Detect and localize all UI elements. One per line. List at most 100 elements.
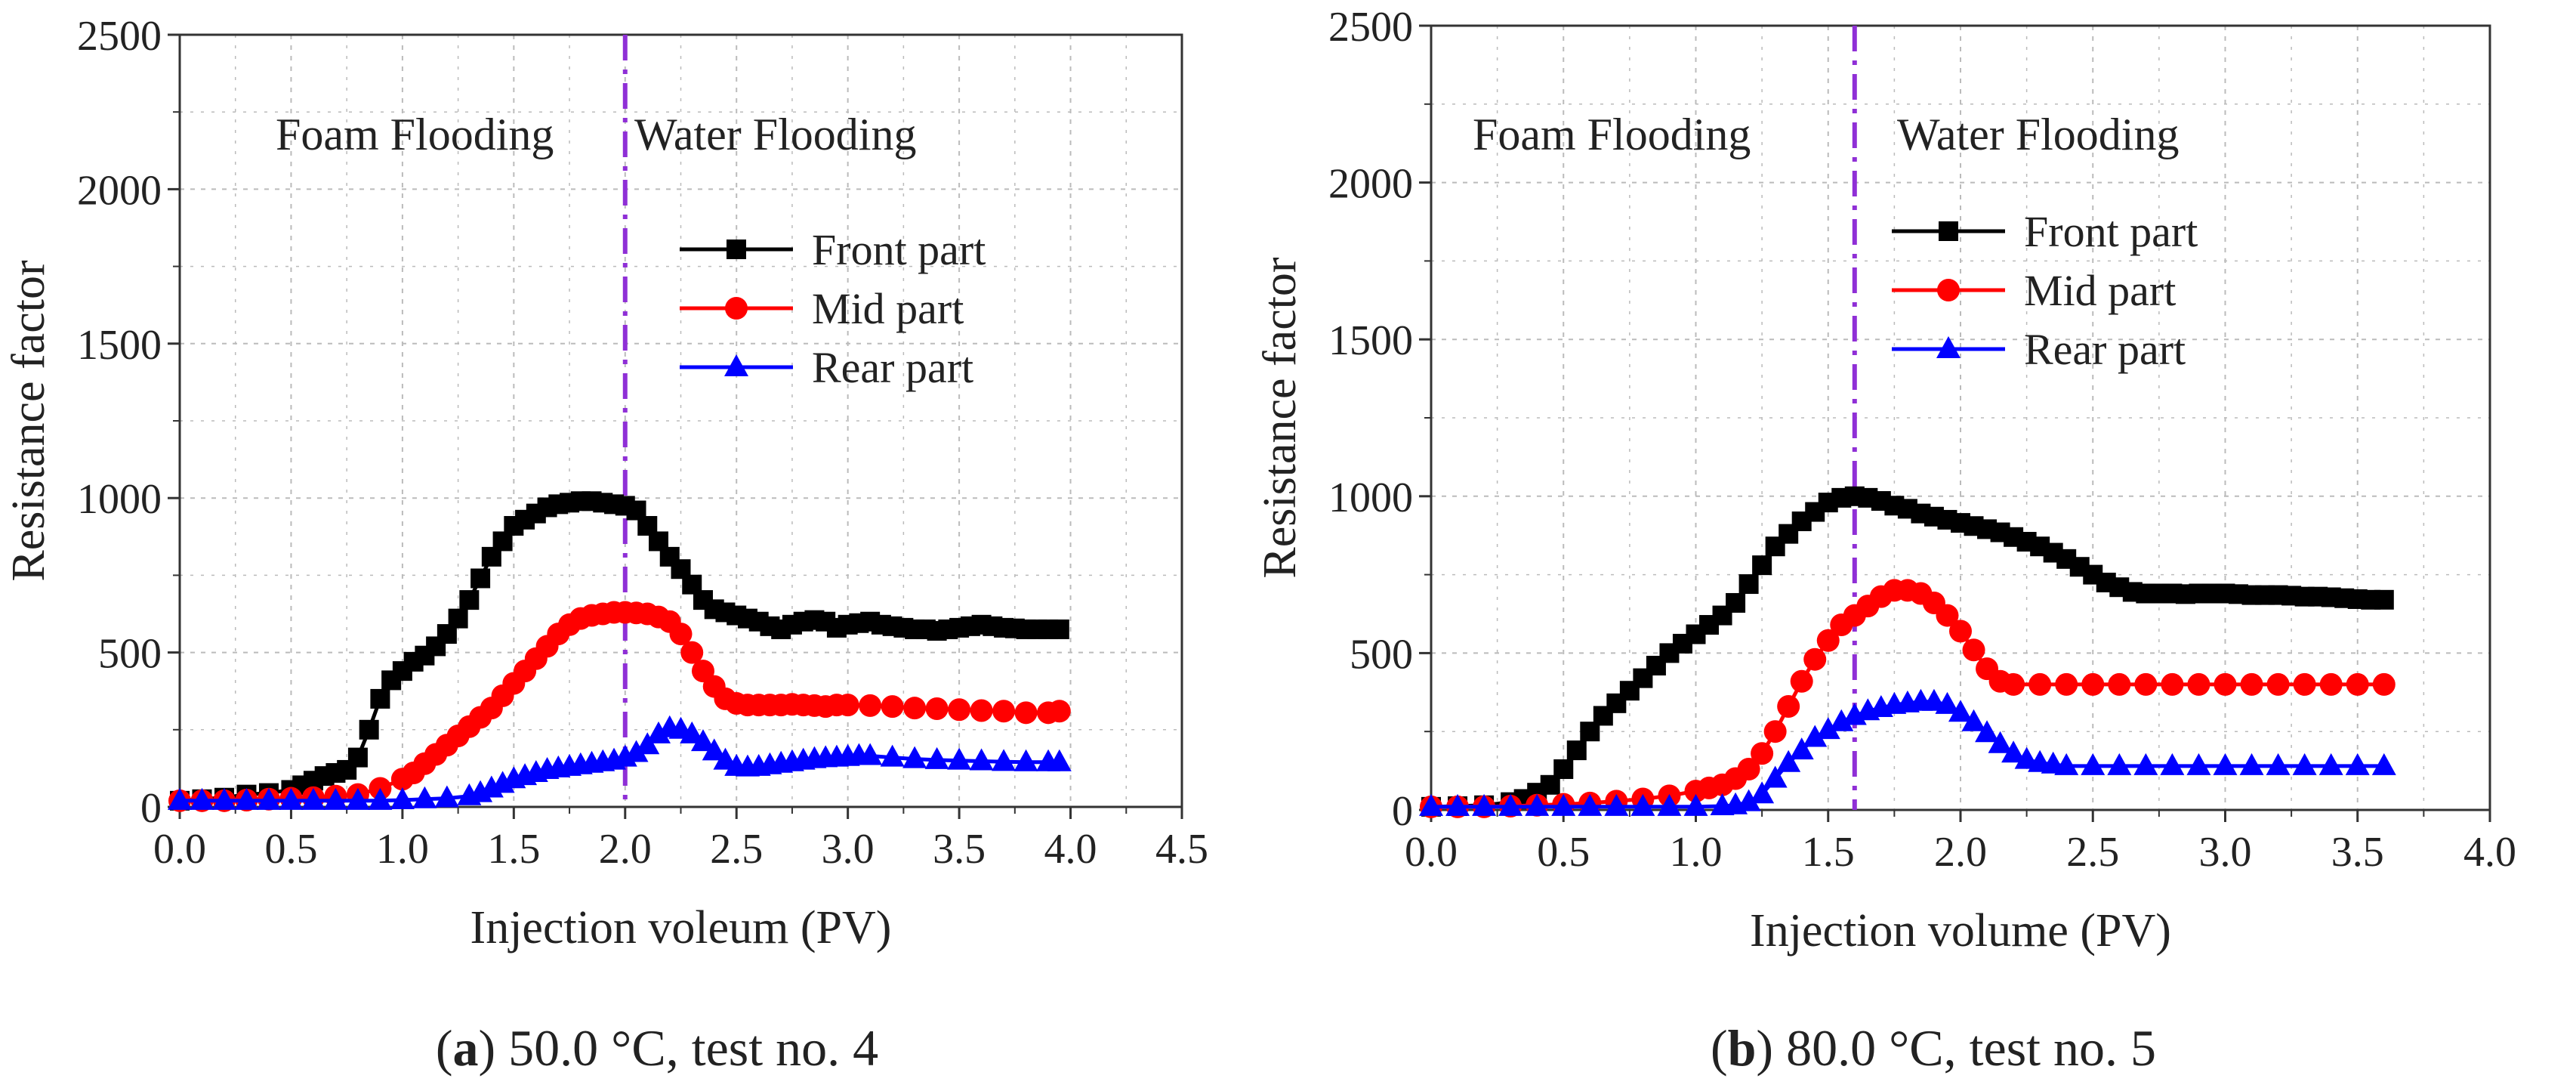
x-axis-title: Injection volume (PV) bbox=[1750, 905, 2171, 957]
region-label-water: Water Flooding bbox=[634, 110, 916, 159]
data-point bbox=[1472, 793, 1497, 816]
data-point bbox=[1014, 701, 1038, 725]
data-point bbox=[1763, 720, 1787, 743]
data-point bbox=[624, 740, 649, 762]
data-point bbox=[1604, 793, 1629, 816]
data-point bbox=[1935, 691, 1960, 714]
data-point bbox=[646, 721, 671, 743]
data-point bbox=[412, 786, 437, 808]
x-tick-label: 4.5 bbox=[1155, 826, 1208, 873]
data-point bbox=[2293, 672, 2316, 696]
data-point bbox=[881, 695, 904, 719]
data-point bbox=[359, 719, 379, 740]
data-point bbox=[1419, 793, 1443, 816]
x-tick-label: 2.0 bbox=[599, 826, 652, 873]
data-point bbox=[924, 746, 949, 769]
data-point bbox=[2345, 753, 2370, 775]
y-tick-label: 500 bbox=[98, 631, 162, 678]
legend-marker bbox=[725, 297, 748, 320]
data-point bbox=[690, 729, 715, 752]
y-tick-label: 2000 bbox=[77, 167, 162, 214]
series-rear-part bbox=[168, 715, 1072, 810]
data-point bbox=[1445, 793, 1470, 816]
data-point bbox=[2346, 672, 2369, 696]
data-point bbox=[2239, 753, 2264, 775]
x-tick-label: 3.0 bbox=[822, 826, 875, 873]
data-point bbox=[301, 787, 325, 810]
x-tick-label: 1.0 bbox=[1670, 829, 1723, 876]
data-point bbox=[1553, 759, 1574, 780]
x-tick-label: 0.0 bbox=[153, 826, 206, 873]
data-point bbox=[903, 697, 927, 720]
x-tick-label: 3.0 bbox=[2199, 829, 2252, 876]
y-tick-label: 2500 bbox=[77, 13, 162, 60]
data-point bbox=[168, 787, 192, 810]
data-point bbox=[1750, 781, 1775, 804]
data-point bbox=[2213, 753, 2238, 775]
legend-marker bbox=[724, 354, 748, 376]
data-point bbox=[1726, 592, 1746, 613]
caption-a: (a) 50.0 °C, test no. 4 bbox=[436, 1019, 878, 1077]
x-tick-label: 4.0 bbox=[2463, 829, 2516, 876]
data-point bbox=[2214, 672, 2237, 696]
data-point bbox=[1803, 725, 1828, 747]
data-point bbox=[2134, 672, 2158, 696]
data-point bbox=[1763, 765, 1788, 788]
data-point bbox=[1736, 789, 1761, 811]
data-point bbox=[2054, 753, 2079, 775]
data-point bbox=[2028, 672, 2052, 696]
data-point bbox=[1961, 709, 1986, 731]
region-label-foam: Foam Flooding bbox=[1473, 110, 1751, 159]
data-point bbox=[323, 787, 348, 810]
data-point bbox=[234, 787, 259, 810]
data-point bbox=[2371, 753, 2396, 775]
data-point bbox=[680, 721, 705, 743]
legend-marker bbox=[1936, 336, 1961, 358]
series-line bbox=[1430, 494, 2384, 809]
data-point bbox=[1047, 700, 1071, 723]
y-tick-label: 2000 bbox=[1328, 161, 1413, 208]
x-tick-label: 0.0 bbox=[1405, 829, 1458, 876]
data-point bbox=[2187, 672, 2210, 696]
x-tick-label: 1.0 bbox=[376, 826, 429, 873]
y-tick-label: 0 bbox=[140, 785, 162, 832]
series-rear-part bbox=[1419, 688, 2396, 816]
panel-a: 0.0 0.5 1.0 1.5 2.0 2.5 3.0 3.5 4.0 4.5 0 500 1000 15… bbox=[3, 13, 1208, 1077]
data-point bbox=[2107, 753, 2132, 775]
data-point bbox=[2081, 672, 2105, 696]
data-point bbox=[470, 568, 491, 589]
y-tick-label: 0 bbox=[1392, 788, 1413, 835]
data-point bbox=[345, 787, 370, 810]
data-point bbox=[2133, 753, 2158, 775]
legend-label: Mid part bbox=[812, 284, 964, 333]
data-point bbox=[1816, 629, 1840, 652]
data-point bbox=[279, 787, 304, 810]
data-point bbox=[1047, 749, 1072, 771]
caption-panel-letter: b bbox=[1728, 1019, 1757, 1077]
data-point bbox=[347, 747, 368, 768]
data-point bbox=[1816, 717, 1840, 740]
data-point bbox=[368, 787, 393, 810]
data-point bbox=[902, 746, 927, 768]
data-point bbox=[1551, 793, 1576, 816]
data-point bbox=[836, 694, 859, 717]
legend-marker bbox=[1939, 221, 1958, 241]
data-point bbox=[434, 785, 459, 808]
y-tick-label: 1000 bbox=[1328, 474, 1413, 521]
data-point bbox=[1738, 574, 1759, 595]
x-tick-label: 0.5 bbox=[264, 826, 317, 873]
data-point bbox=[1751, 742, 1774, 765]
x-tick-label: 2.5 bbox=[710, 826, 763, 873]
y-tick-label: 1000 bbox=[77, 476, 162, 523]
x-tick-label: 2.0 bbox=[1934, 829, 1987, 876]
data-point bbox=[1962, 638, 1985, 662]
data-point bbox=[992, 700, 1016, 723]
data-point bbox=[1829, 709, 1854, 731]
data-point bbox=[858, 743, 883, 765]
legend-label: Front part bbox=[2024, 207, 2198, 256]
x-tick-label: 0.5 bbox=[1537, 829, 1590, 876]
data-point bbox=[390, 787, 415, 810]
data-point bbox=[2266, 672, 2290, 696]
data-point bbox=[1790, 669, 1813, 693]
